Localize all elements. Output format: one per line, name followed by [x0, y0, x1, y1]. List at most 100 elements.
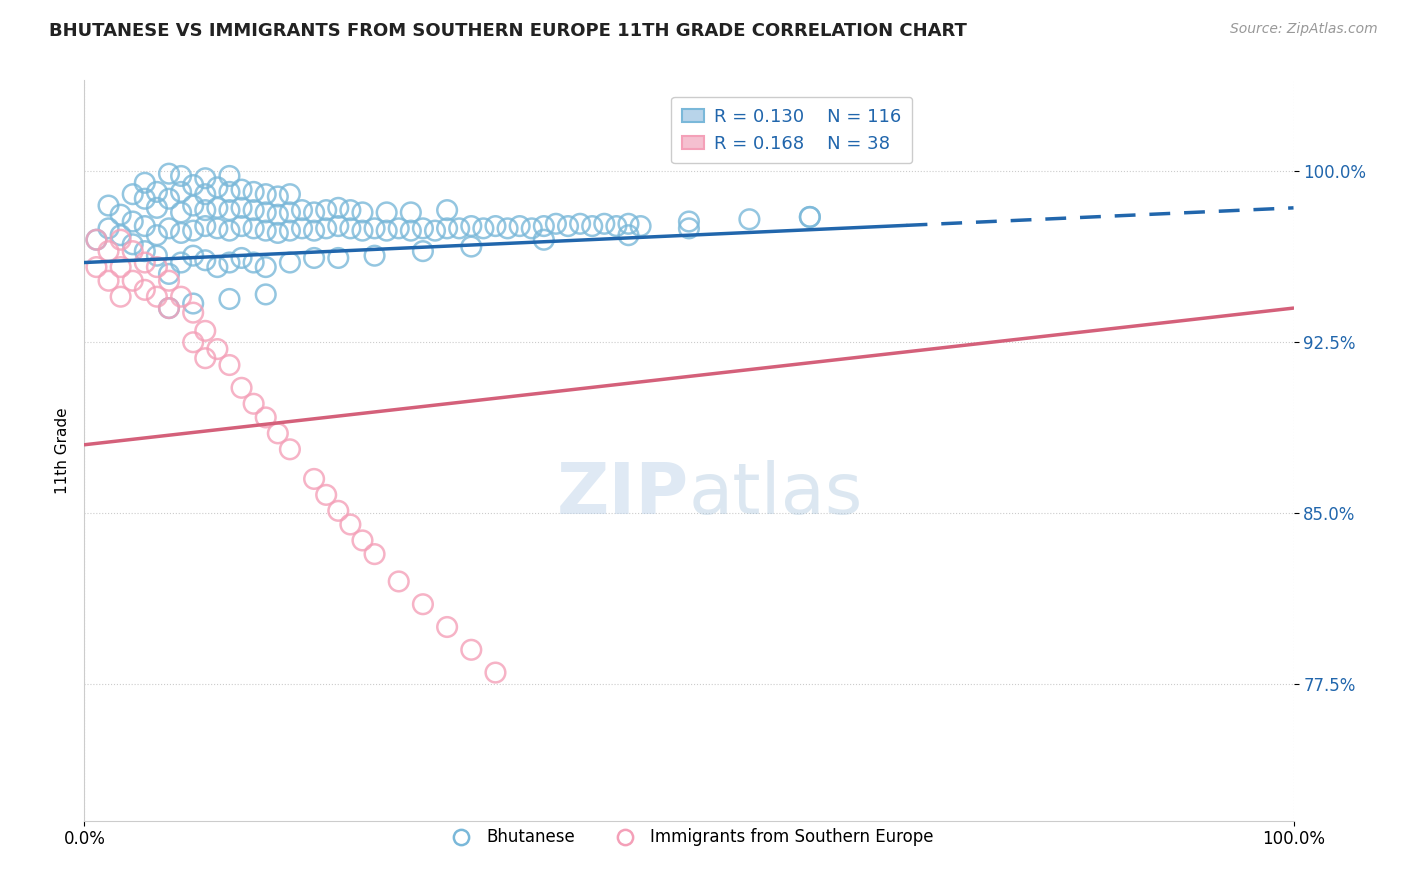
Point [157, 274, 180, 288]
Point [194, 171, 217, 186]
Point [218, 292, 240, 306]
Point [218, 185, 240, 199]
Point [134, 255, 156, 269]
Point [363, 221, 385, 235]
Point [207, 342, 229, 356]
Point [460, 239, 482, 253]
Point [302, 472, 325, 486]
Text: ZIP: ZIP [557, 460, 689, 529]
Point [170, 255, 193, 269]
Point [242, 397, 264, 411]
Point [375, 205, 398, 219]
Point [218, 169, 240, 183]
Point [617, 228, 640, 243]
Text: BHUTANESE VS IMMIGRANTS FROM SOUTHERN EUROPE 11TH GRADE CORRELATION CHART: BHUTANESE VS IMMIGRANTS FROM SOUTHERN EU… [49, 22, 967, 40]
Point [254, 205, 277, 219]
Point [520, 221, 543, 235]
Text: atlas: atlas [689, 460, 863, 529]
Point [157, 267, 180, 281]
Point [218, 255, 240, 269]
Point [339, 221, 361, 235]
Point [134, 219, 156, 233]
Point [207, 221, 229, 235]
Point [254, 260, 277, 274]
Point [484, 219, 506, 233]
Point [231, 381, 253, 395]
Point [194, 253, 217, 268]
Point [328, 251, 350, 265]
Point [278, 442, 301, 457]
Point [110, 208, 132, 222]
Point [278, 255, 301, 269]
Point [328, 201, 350, 215]
Point [484, 665, 506, 680]
Point [110, 260, 132, 274]
Point [170, 169, 193, 183]
Point [412, 244, 434, 259]
Point [207, 180, 229, 194]
Point [157, 301, 180, 315]
Point [267, 208, 290, 222]
Point [194, 203, 217, 218]
Point [231, 183, 253, 197]
Point [207, 260, 229, 274]
Point [557, 219, 579, 233]
Point [738, 212, 761, 227]
Point [181, 178, 204, 192]
Point [86, 233, 108, 247]
Point [194, 324, 217, 338]
Point [194, 351, 217, 366]
Point [388, 574, 411, 589]
Point [593, 217, 616, 231]
Point [799, 210, 821, 224]
Point [146, 290, 169, 304]
Point [423, 224, 446, 238]
Point [302, 224, 325, 238]
Point [157, 301, 180, 315]
Point [352, 533, 374, 548]
Point [97, 274, 120, 288]
Point [146, 185, 169, 199]
Point [146, 228, 169, 243]
Point [181, 249, 204, 263]
Point [254, 410, 277, 425]
Y-axis label: 11th Grade: 11th Grade [55, 407, 70, 494]
Point [291, 221, 314, 235]
Point [207, 201, 229, 215]
Point [170, 226, 193, 240]
Point [399, 224, 422, 238]
Point [339, 203, 361, 218]
Point [181, 296, 204, 310]
Point [181, 305, 204, 319]
Point [134, 176, 156, 190]
Point [291, 203, 314, 218]
Point [678, 221, 700, 235]
Point [157, 221, 180, 235]
Point [569, 217, 592, 231]
Point [496, 221, 519, 235]
Point [678, 214, 700, 228]
Point [254, 187, 277, 202]
Point [157, 167, 180, 181]
Point [472, 221, 495, 235]
Point [254, 287, 277, 301]
Point [436, 620, 458, 634]
Point [110, 228, 132, 243]
Point [267, 226, 290, 240]
Point [315, 488, 337, 502]
Point [86, 260, 108, 274]
Point [134, 244, 156, 259]
Point [170, 205, 193, 219]
Point [170, 185, 193, 199]
Point [218, 224, 240, 238]
Point [278, 205, 301, 219]
Point [617, 217, 640, 231]
Point [302, 205, 325, 219]
Point [544, 217, 567, 231]
Point [218, 358, 240, 372]
Point [181, 335, 204, 350]
Point [412, 597, 434, 611]
Point [399, 205, 422, 219]
Point [412, 221, 434, 235]
Point [436, 203, 458, 218]
